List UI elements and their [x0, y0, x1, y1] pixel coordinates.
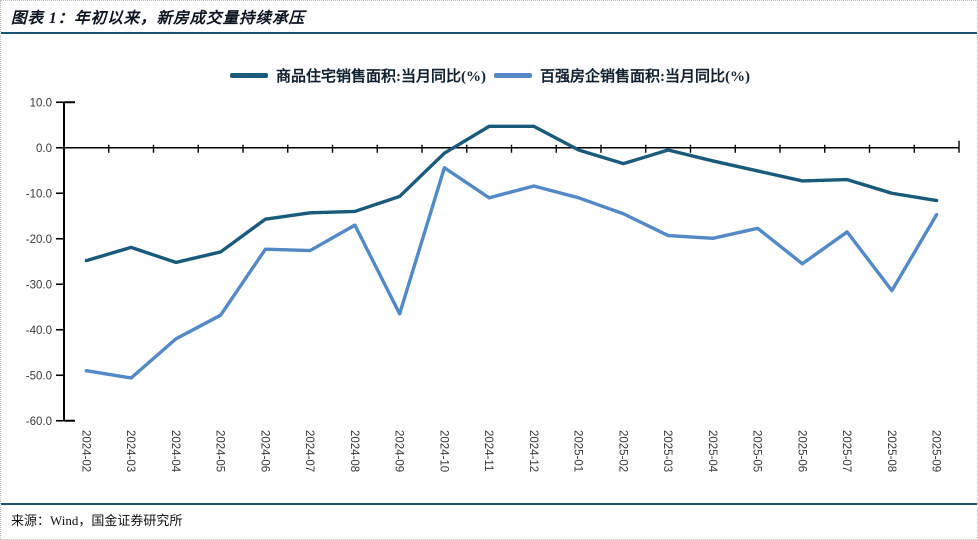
y-axis-label: -20.0 [26, 234, 52, 246]
x-axis-label: 2024-08 [348, 430, 360, 472]
x-axis-label: 2024-12 [527, 430, 539, 472]
legend-swatch-series2 [494, 73, 532, 78]
x-axis-label: 2025-09 [930, 430, 942, 472]
y-axis-label: -10.0 [26, 188, 52, 200]
legend-item-series1: 商品住宅销售面积:当月同比(%) [230, 65, 486, 86]
legend-item-series2: 百强房企销售面积:当月同比(%) [494, 65, 750, 86]
x-axis-label: 2025-02 [616, 430, 628, 472]
x-axis-label: 2025-06 [795, 430, 807, 472]
x-axis-label: 2024-06 [258, 430, 270, 472]
x-axis-label: 2025-07 [840, 430, 852, 472]
x-axis-label: 2025-04 [706, 430, 718, 473]
x-axis-label: 2024-03 [124, 430, 136, 472]
x-axis-label: 2024-11 [482, 430, 494, 471]
x-axis-label: 2024-10 [437, 430, 449, 472]
x-axis-label: 2025-08 [885, 430, 897, 472]
x-axis-label: 2024-04 [169, 430, 181, 473]
x-axis-label: 2025-05 [751, 430, 763, 472]
legend-label-series1: 商品住宅销售面积:当月同比(%) [276, 69, 486, 85]
series-line-2 [84, 166, 939, 380]
chart-legend: 商品住宅销售面积:当月同比(%) 百强房企销售面积:当月同比(%) [1, 65, 977, 86]
x-axis-label: 2025-01 [572, 430, 584, 472]
y-axis-label: 0.0 [36, 143, 52, 155]
y-axis-label: -30.0 [26, 279, 52, 291]
x-axis-label: 2024-02 [79, 430, 91, 472]
y-axis-label: 10.0 [30, 97, 52, 109]
x-axis-label: 2024-09 [393, 430, 405, 472]
y-axis-label: -50.0 [26, 370, 52, 382]
title-rule [1, 32, 977, 34]
x-axis-label: 2024-05 [214, 430, 226, 472]
source-note: 来源：Wind，国金证券研究所 [11, 513, 183, 528]
legend-label-series2: 百强房企销售面积:当月同比(%) [540, 69, 750, 85]
y-axis-label: -40.0 [26, 325, 52, 337]
legend-swatch-series1 [230, 73, 268, 78]
x-axis-label: 2025-03 [661, 430, 673, 472]
footer-rule [1, 503, 977, 505]
y-axis-label: -60.0 [26, 416, 52, 428]
figure-title: 图表 1：年初以来，新房成交量持续承压 [11, 10, 306, 27]
series-line-1 [84, 124, 939, 265]
x-axis-label: 2024-07 [303, 430, 315, 472]
